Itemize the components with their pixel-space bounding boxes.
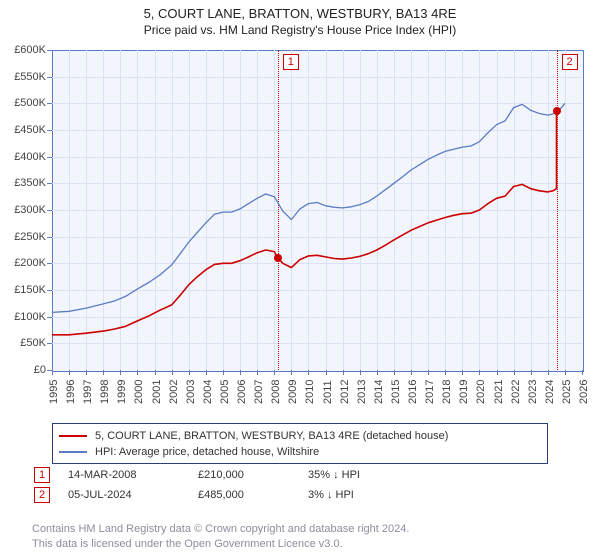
event-price: £210,000	[198, 469, 308, 481]
x-axis-label: 2007	[253, 380, 265, 404]
chart-lines	[0, 42, 584, 372]
x-axis-label: 1998	[99, 380, 111, 404]
footer-line: This data is licensed under the Open Gov…	[32, 537, 572, 552]
x-axis-label: 2001	[151, 380, 163, 404]
event-marker: 2	[34, 487, 50, 503]
x-axis-label: 1999	[116, 380, 128, 404]
chart: £0£50K£100K£150K£200K£250K£300K£350K£400…	[0, 42, 600, 417]
x-axis-label: 2005	[219, 380, 231, 404]
x-axis-label: 1997	[82, 380, 94, 404]
event-pct: 3% ↓ HPI	[308, 489, 418, 501]
page-subtitle: Price paid vs. HM Land Registry's House …	[0, 23, 600, 37]
x-axis-label: 1995	[48, 380, 60, 404]
x-axis-label: 2000	[133, 380, 145, 404]
event-pct: 35% ↓ HPI	[308, 469, 418, 481]
data-point-marker	[553, 107, 561, 115]
x-axis-label: 2021	[493, 380, 505, 404]
x-axis-label: 2024	[544, 380, 556, 404]
x-axis-label: 2022	[510, 380, 522, 404]
x-axis-label: 2003	[185, 380, 197, 404]
legend-item: 5, COURT LANE, BRATTON, WESTBURY, BA13 4…	[59, 428, 541, 444]
x-axis-label: 2012	[339, 380, 351, 404]
x-axis-label: 2015	[390, 380, 402, 404]
event-date: 05-JUL-2024	[68, 489, 198, 501]
x-axis-label: 2006	[236, 380, 248, 404]
x-axis-label: 2002	[168, 380, 180, 404]
legend: 5, COURT LANE, BRATTON, WESTBURY, BA13 4…	[52, 423, 548, 464]
legend-label: 5, COURT LANE, BRATTON, WESTBURY, BA13 4…	[95, 430, 448, 442]
down-arrow-icon: ↓	[333, 469, 339, 481]
event-price: £485,000	[198, 489, 308, 501]
x-axis-label: 2017	[424, 380, 436, 404]
page-title: 5, COURT LANE, BRATTON, WESTBURY, BA13 4…	[0, 6, 600, 21]
down-arrow-icon: ↓	[327, 489, 333, 501]
x-axis-label: 2014	[373, 380, 385, 404]
x-axis-label: 2026	[578, 380, 590, 404]
x-axis-label: 2013	[356, 380, 368, 404]
x-axis-label: 2011	[322, 380, 334, 404]
x-axis-label: 2009	[287, 380, 299, 404]
series-price_paid	[52, 111, 557, 334]
event-marker: 1	[34, 467, 50, 483]
event-row: 1 14-MAR-2008 £210,000 35% ↓ HPI	[32, 465, 572, 485]
series-hpi	[52, 103, 565, 312]
x-axis-label: 1996	[65, 380, 77, 404]
legend-label: HPI: Average price, detached house, Wilt…	[95, 446, 319, 458]
x-axis-label: 2018	[441, 380, 453, 404]
data-point-marker	[274, 254, 282, 262]
x-axis-label: 2004	[202, 380, 214, 404]
x-axis-label: 2023	[527, 380, 539, 404]
event-date: 14-MAR-2008	[68, 469, 198, 481]
x-axis-label: 2019	[458, 380, 470, 404]
x-axis-label: 2010	[304, 380, 316, 404]
x-axis-label: 2025	[561, 380, 573, 404]
x-axis-label: 2020	[475, 380, 487, 404]
legend-swatch	[59, 435, 87, 437]
footer: Contains HM Land Registry data © Crown c…	[32, 522, 572, 552]
events-panel: 1 14-MAR-2008 £210,000 35% ↓ HPI 2 05-JU…	[32, 465, 572, 505]
x-axis-label: 2016	[407, 380, 419, 404]
event-row: 2 05-JUL-2024 £485,000 3% ↓ HPI	[32, 485, 572, 505]
footer-line: Contains HM Land Registry data © Crown c…	[32, 522, 572, 537]
legend-item: HPI: Average price, detached house, Wilt…	[59, 444, 541, 460]
x-axis-label: 2008	[270, 380, 282, 404]
legend-swatch	[59, 451, 87, 453]
